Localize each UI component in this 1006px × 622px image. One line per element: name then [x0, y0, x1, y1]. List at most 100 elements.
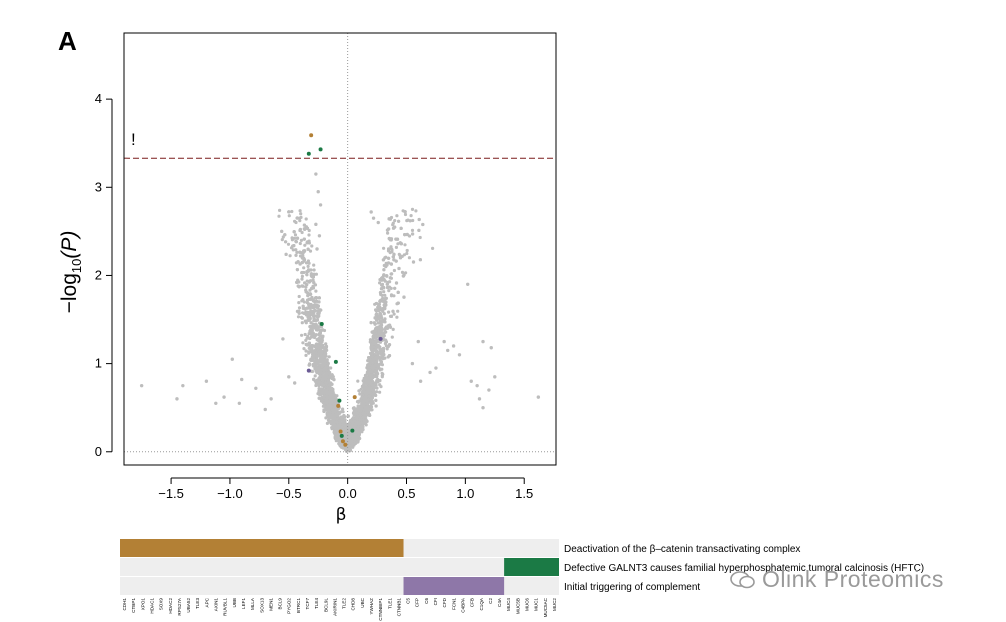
gene-label: MUC1: [534, 598, 539, 611]
bg-point: [299, 315, 304, 319]
y-tick-label: 3: [95, 179, 102, 194]
bg-point: [237, 401, 242, 405]
bg-point: [382, 290, 386, 294]
bg-point: [391, 221, 395, 225]
highlighted-point: [350, 428, 355, 433]
gene-label: SOX9: [159, 598, 164, 611]
bg-point: [475, 383, 479, 388]
highlighted-point: [339, 433, 344, 438]
bg-point: [385, 347, 389, 351]
bg-point: [360, 424, 365, 428]
bg-point: [300, 274, 304, 278]
bg-point: [392, 312, 396, 316]
bg-point: [381, 350, 385, 354]
bg-point: [287, 210, 291, 214]
bg-point: [481, 405, 485, 410]
bg-point: [305, 336, 309, 340]
bg-point: [391, 309, 395, 313]
bg-point: [317, 300, 321, 304]
bg-point: [281, 337, 285, 341]
bg-point: [403, 233, 407, 237]
bg-point: [407, 256, 411, 260]
bg-point: [139, 383, 144, 388]
bg-point: [493, 375, 497, 379]
y-tick-label: 1: [95, 356, 102, 371]
bg-point: [278, 208, 282, 212]
bg-point: [297, 294, 301, 299]
bg-point: [300, 277, 304, 281]
bg-point: [489, 346, 493, 350]
gene-label: CFD: [442, 597, 447, 607]
highlighted-point: [338, 429, 343, 434]
bg-point: [379, 385, 383, 389]
bg-point: [388, 280, 392, 284]
gene-label: MUC2: [552, 598, 557, 611]
bg-point: [303, 319, 307, 323]
bg-point: [369, 402, 373, 406]
bg-point: [380, 328, 384, 332]
bg-point: [370, 330, 374, 334]
bg-point: [356, 379, 360, 383]
bg-point: [287, 375, 291, 379]
reference-lines: [124, 33, 556, 465]
gene-label: CHD8: [351, 598, 356, 611]
bg-point: [302, 300, 306, 304]
gene-label: LEF1: [241, 598, 246, 609]
bg-point: [369, 408, 373, 412]
gene-label: BCL9: [278, 598, 283, 610]
bg-point: [376, 344, 380, 348]
highlighted-point: [319, 321, 324, 326]
bg-point: [296, 284, 300, 288]
bg-point: [341, 419, 345, 423]
heatmap-cell-block: [504, 558, 559, 576]
bg-point: [394, 281, 399, 285]
bg-point: [300, 270, 304, 275]
bg-point: [300, 333, 304, 337]
bg-point: [307, 233, 311, 237]
bg-point: [371, 216, 376, 220]
bg-point: [381, 286, 385, 290]
bg-point: [374, 370, 378, 374]
gene-label: MUC6: [525, 598, 530, 611]
bg-point: [311, 324, 315, 329]
bg-point: [325, 394, 329, 399]
bg-point: [383, 293, 387, 297]
bg-point: [390, 335, 394, 339]
bg-point: [313, 367, 317, 371]
bg-point: [386, 285, 390, 290]
bg-point: [358, 422, 362, 426]
bg-point: [398, 256, 403, 260]
bg-point: [341, 407, 345, 411]
bg-point: [306, 298, 310, 302]
bg-point: [365, 387, 369, 391]
bg-point: [361, 390, 365, 394]
bg-point: [292, 381, 297, 385]
bg-point: [277, 214, 281, 218]
bg-point: [410, 361, 415, 366]
bg-point: [469, 379, 473, 383]
bg-point: [357, 405, 361, 410]
bg-point: [367, 368, 371, 372]
bg-point: [378, 291, 383, 295]
bg-point: [303, 243, 307, 247]
bg-point: [373, 393, 377, 397]
bg-point: [336, 411, 340, 415]
bg-point: [300, 321, 304, 325]
gene-label: MEN1: [268, 598, 273, 611]
bg-point: [326, 409, 330, 413]
bg-point: [290, 236, 294, 240]
bg-point: [317, 370, 321, 374]
bg-point: [481, 339, 485, 344]
bg-point: [442, 339, 446, 344]
gene-label: C1QA: [479, 597, 484, 610]
bg-point: [375, 360, 379, 364]
bg-point: [351, 425, 355, 429]
bg-point: [411, 232, 415, 236]
bg-point: [403, 243, 407, 247]
bg-point: [383, 307, 387, 311]
bg-point: [392, 294, 396, 298]
bg-point: [317, 367, 321, 371]
bg-point: [379, 352, 383, 356]
gene-label: APC: [204, 597, 209, 607]
bg-point: [301, 341, 305, 345]
